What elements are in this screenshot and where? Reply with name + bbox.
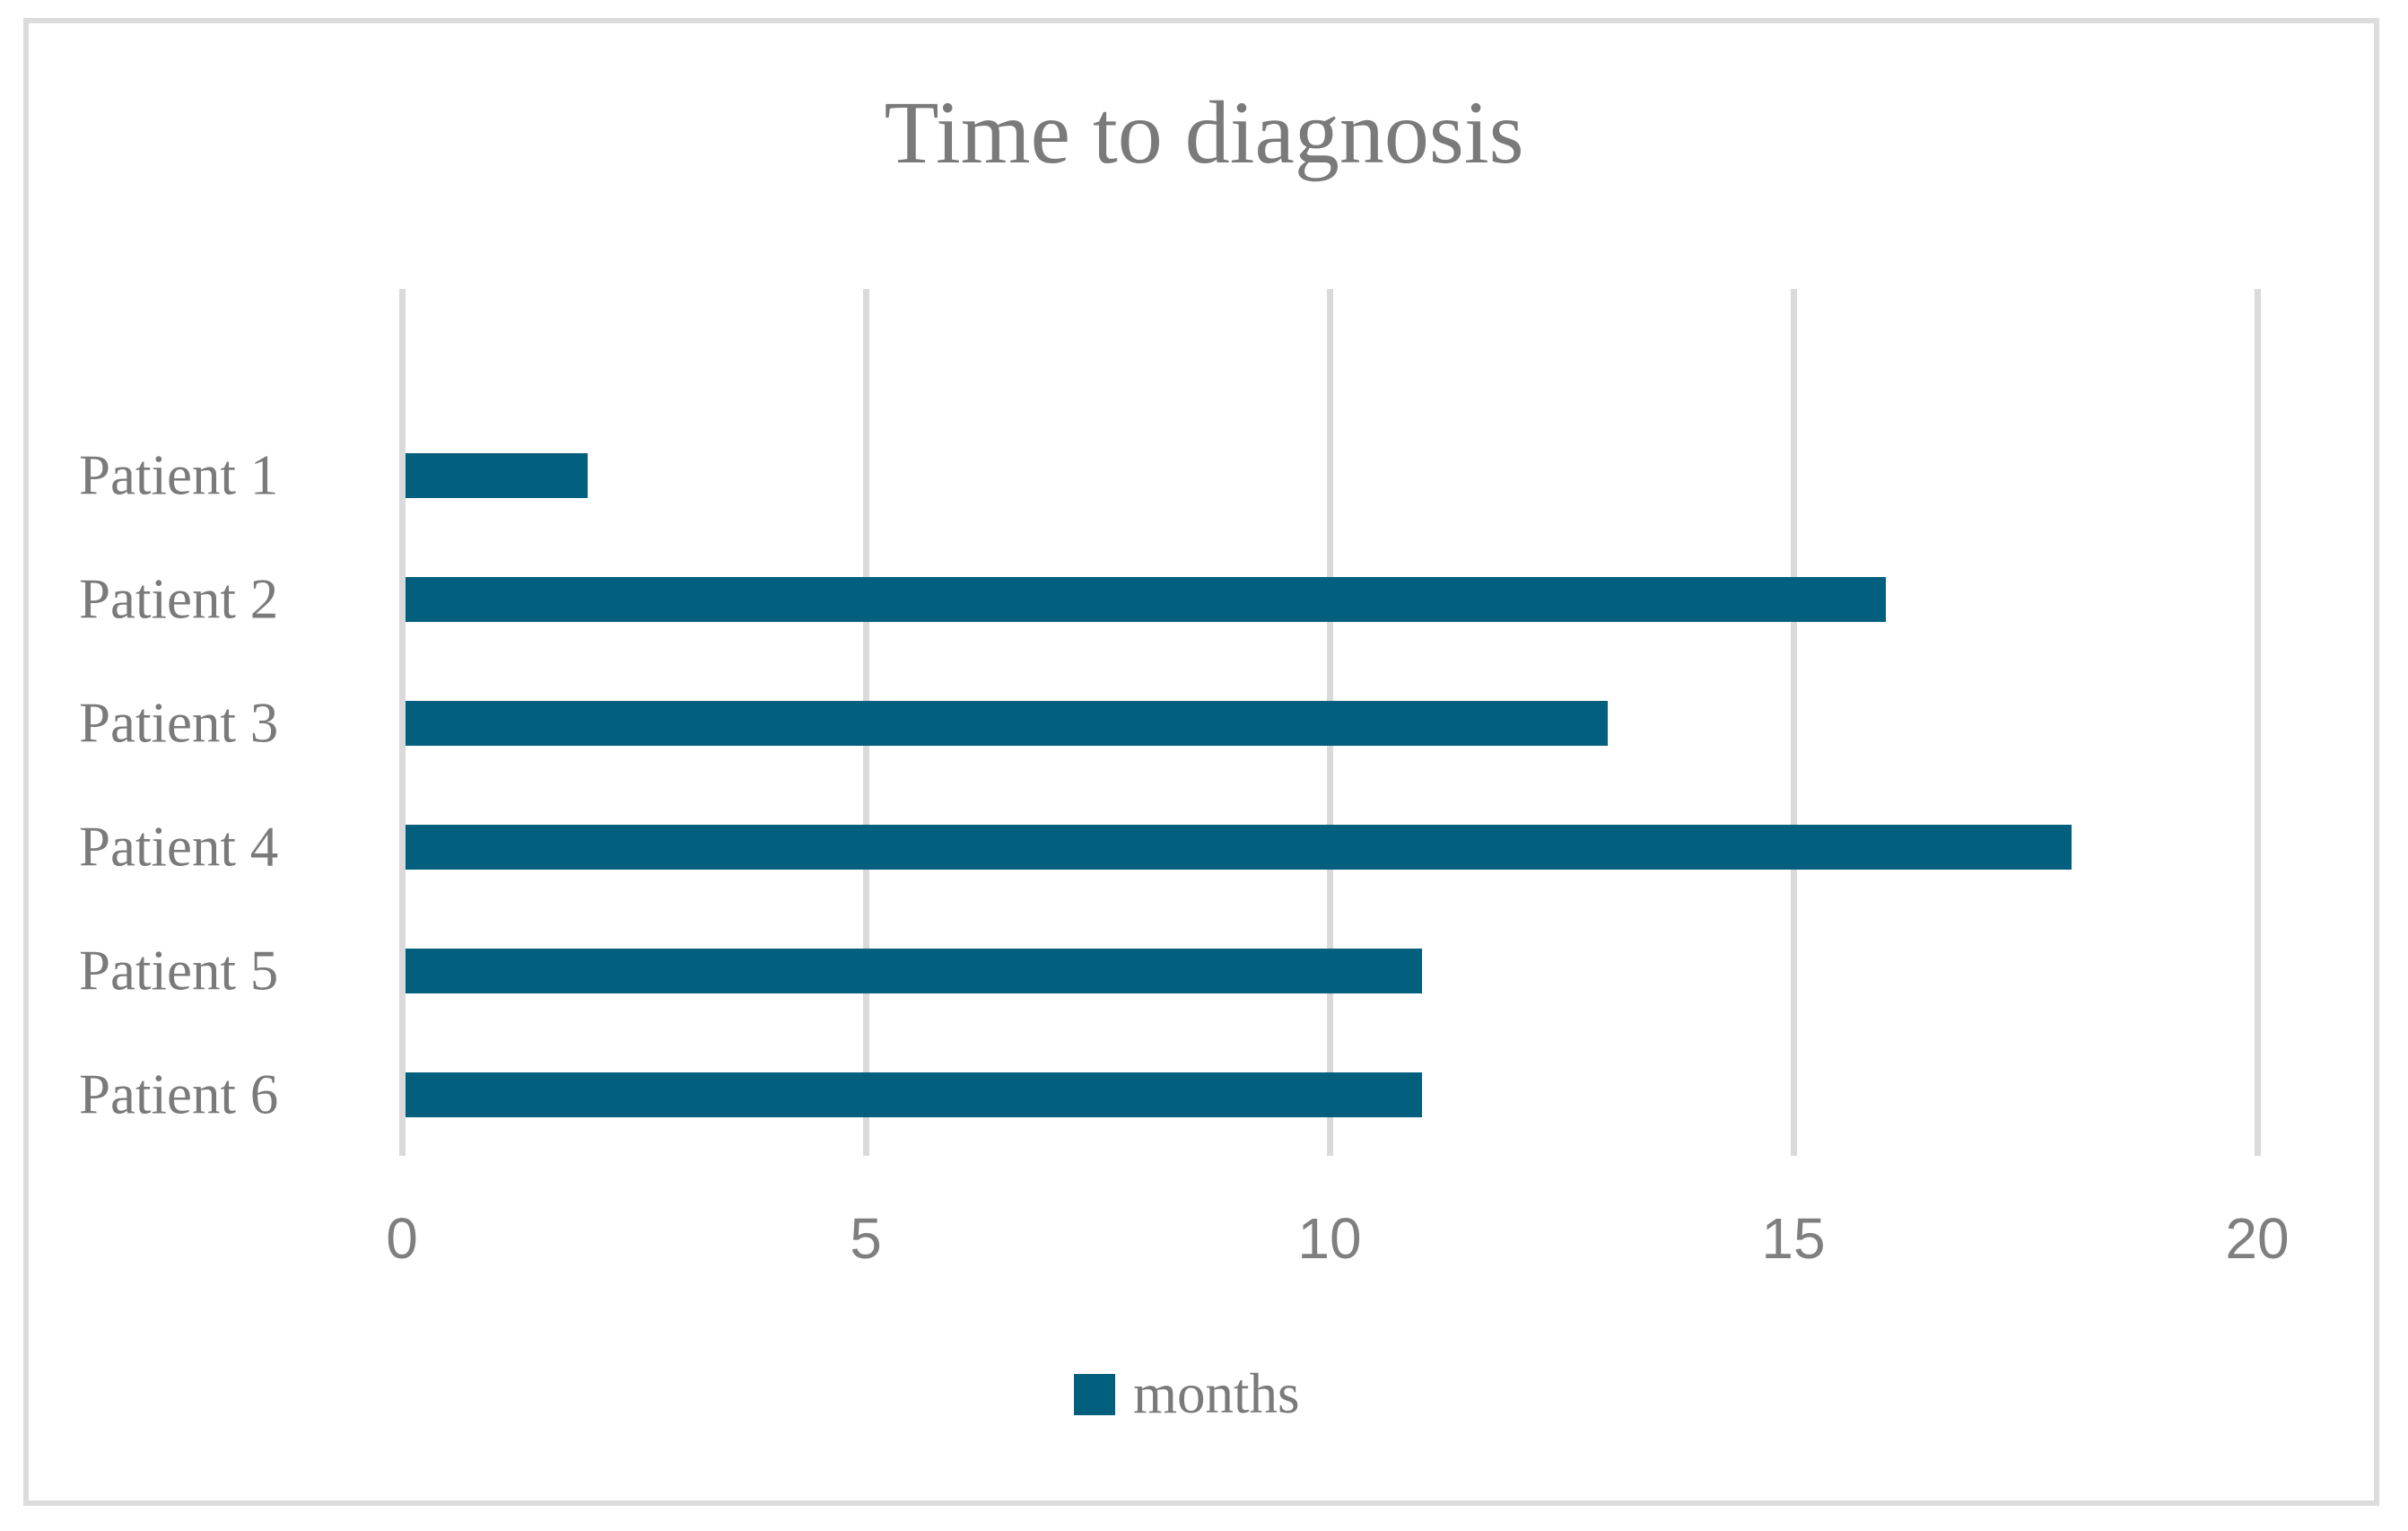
bar-1 bbox=[406, 453, 588, 498]
category-label-4: Patient 4 bbox=[79, 815, 279, 879]
legend-months-label: months bbox=[1133, 1362, 1300, 1425]
category-label-3: Patient 3 bbox=[79, 691, 279, 755]
category-label-5: Patient 5 bbox=[79, 939, 279, 1002]
bar-2 bbox=[406, 577, 1887, 622]
y-axis-line bbox=[398, 289, 406, 1156]
chart-border-frame bbox=[23, 18, 2379, 1506]
gridline-x-20 bbox=[2254, 289, 2261, 1156]
legend: months bbox=[1074, 1366, 1300, 1422]
x-tick-label-20: 20 bbox=[2225, 1206, 2290, 1271]
category-label-1: Patient 1 bbox=[79, 443, 279, 507]
legend-months-swatch bbox=[1074, 1373, 1115, 1415]
gridline-x-15 bbox=[1790, 289, 1797, 1156]
chart-title: Time to diagnosis bbox=[884, 83, 1524, 182]
bar-3 bbox=[406, 701, 1609, 746]
bar-5 bbox=[406, 949, 1423, 993]
bar-4 bbox=[406, 825, 2072, 870]
bar-6 bbox=[406, 1072, 1423, 1117]
x-tick-label-5: 5 bbox=[850, 1206, 882, 1271]
category-label-6: Patient 6 bbox=[79, 1063, 279, 1126]
x-tick-label-10: 10 bbox=[1297, 1206, 1362, 1271]
category-label-2: Patient 2 bbox=[79, 567, 279, 631]
x-tick-label-0: 0 bbox=[386, 1206, 418, 1271]
x-tick-label-15: 15 bbox=[1761, 1206, 1826, 1271]
